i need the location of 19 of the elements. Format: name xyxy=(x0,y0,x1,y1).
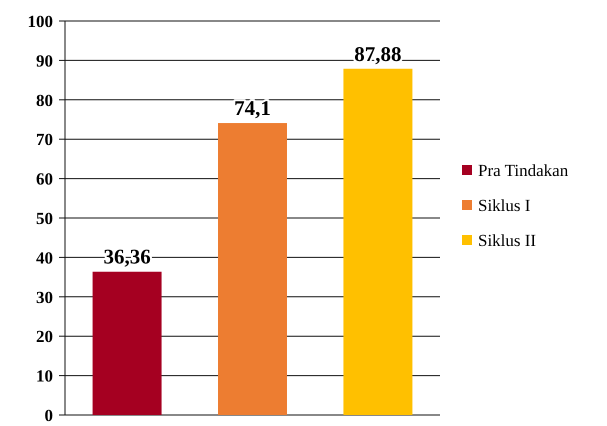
bar xyxy=(218,123,287,415)
legend-label: Pra Tindakan xyxy=(478,160,569,180)
y-tick-label: 20 xyxy=(36,327,53,346)
y-tick-label: 90 xyxy=(36,51,53,70)
legend-label: Siklus II xyxy=(478,230,536,250)
y-tick-label: 60 xyxy=(36,170,53,189)
y-tick-label: 80 xyxy=(36,90,53,110)
data-label: 87,88 xyxy=(354,42,402,66)
y-tick-label: 50 xyxy=(36,208,53,228)
data-label: 74,1 xyxy=(234,96,271,120)
legend-label: Siklus I xyxy=(478,196,531,215)
y-tick-label: 0 xyxy=(44,406,53,425)
y-tick-label: 70 xyxy=(36,130,53,150)
bar xyxy=(92,272,162,415)
y-tick-label: 40 xyxy=(36,248,53,268)
y-tick-label: 10 xyxy=(36,366,53,386)
y-tick-label: 30 xyxy=(36,288,53,307)
y-tick-label: 100 xyxy=(28,12,53,31)
bar xyxy=(343,68,412,415)
